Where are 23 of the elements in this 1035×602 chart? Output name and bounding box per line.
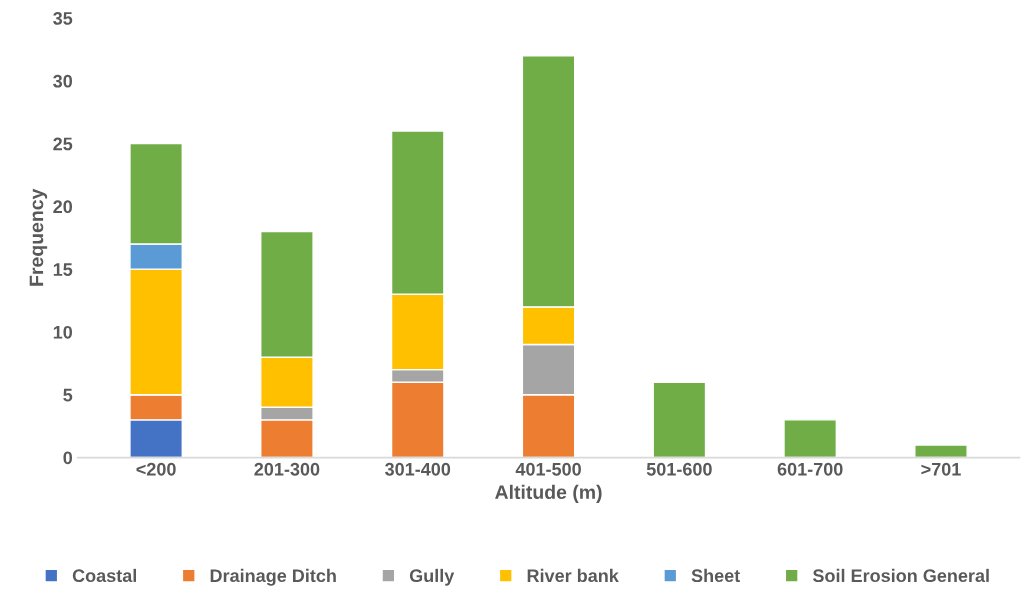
x-tick-label: 401-500	[515, 462, 581, 476]
x-tick-label: 601-700	[777, 462, 843, 476]
x-tick-label: <200	[136, 462, 176, 476]
y-tick-label: 20	[53, 200, 73, 214]
x-axis-title: Altitude (m)	[495, 484, 602, 503]
legend-label: Soil Erosion General	[812, 568, 989, 583]
y-tick-label: 5	[63, 388, 73, 402]
y-axis-title: Frequency	[29, 188, 48, 286]
y-tick-label: 30	[53, 74, 73, 88]
x-tick-label: 201-300	[254, 462, 320, 476]
y-tick-label: 10	[53, 325, 73, 339]
x-tick-label: 501-600	[646, 462, 712, 476]
legend-label: Gully	[409, 568, 455, 586]
x-tick-label: >701	[921, 462, 961, 476]
x-tick-label: 301-400	[385, 462, 451, 476]
y-tick-label: 0	[63, 451, 73, 465]
legend-label: River bank	[527, 568, 619, 583]
y-tick-label: 25	[53, 137, 73, 151]
legend-label: Sheet	[691, 568, 740, 583]
y-tick-label: 35	[53, 11, 73, 25]
legend-label: Coastal	[72, 568, 137, 583]
y-tick-label: 15	[53, 263, 73, 276]
legend-label: Drainage Ditch	[210, 568, 336, 586]
